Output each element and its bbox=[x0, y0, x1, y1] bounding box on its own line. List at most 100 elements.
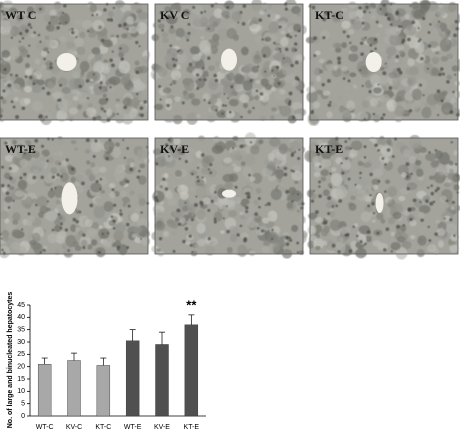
cell bbox=[449, 168, 454, 174]
cell bbox=[163, 115, 175, 123]
cell bbox=[395, 44, 405, 51]
cell bbox=[29, 239, 37, 246]
nucleus bbox=[135, 92, 139, 96]
cell bbox=[43, 212, 53, 220]
micrograph: KV C bbox=[150, 0, 307, 125]
nucleus bbox=[12, 199, 15, 202]
cell bbox=[77, 91, 89, 104]
nucleus bbox=[358, 6, 362, 10]
nucleus bbox=[101, 107, 104, 111]
cell bbox=[80, 239, 88, 248]
nucleus bbox=[346, 34, 350, 39]
nucleus bbox=[0, 233, 2, 236]
cell bbox=[258, 139, 264, 145]
nucleus bbox=[249, 141, 253, 144]
nucleus bbox=[0, 96, 4, 100]
central-vein bbox=[222, 189, 236, 198]
cell bbox=[421, 109, 429, 117]
cell bbox=[357, 160, 364, 166]
cell bbox=[130, 212, 140, 222]
nucleus bbox=[344, 233, 348, 237]
cell bbox=[335, 47, 342, 53]
nucleus bbox=[384, 163, 387, 166]
cell bbox=[129, 190, 135, 196]
nucleus bbox=[184, 226, 189, 231]
nucleus bbox=[271, 228, 274, 232]
cell bbox=[373, 184, 379, 191]
nucleus bbox=[186, 38, 190, 42]
cell bbox=[162, 231, 168, 237]
cell bbox=[342, 108, 352, 118]
cell bbox=[280, 37, 289, 47]
cell bbox=[131, 233, 137, 239]
nucleus bbox=[207, 208, 211, 212]
cell bbox=[288, 25, 295, 32]
cell bbox=[168, 27, 176, 35]
nucleus bbox=[325, 11, 330, 16]
cell bbox=[315, 89, 323, 95]
cell bbox=[330, 173, 343, 187]
nucleus bbox=[59, 226, 63, 230]
nucleus bbox=[35, 203, 38, 207]
cell bbox=[36, 196, 48, 208]
cell bbox=[439, 38, 452, 52]
nucleus bbox=[214, 78, 219, 83]
cell bbox=[313, 171, 321, 178]
nucleus bbox=[429, 201, 434, 206]
nucleus bbox=[111, 188, 115, 192]
nucleus bbox=[123, 156, 127, 160]
nucleus bbox=[191, 251, 194, 254]
nucleus bbox=[39, 251, 42, 254]
cell bbox=[75, 226, 80, 232]
nucleus bbox=[327, 196, 332, 201]
nucleus bbox=[213, 190, 217, 194]
x-tick-label: WT-C bbox=[36, 424, 54, 431]
cell bbox=[9, 185, 15, 191]
nucleus bbox=[377, 83, 380, 86]
nucleus bbox=[81, 181, 85, 186]
cell bbox=[450, 233, 458, 242]
nucleus bbox=[438, 72, 442, 77]
cell bbox=[259, 10, 265, 15]
y-tick-label: 40 bbox=[17, 314, 25, 321]
cell bbox=[254, 94, 260, 101]
nucleus bbox=[191, 172, 194, 176]
nucleus bbox=[441, 72, 445, 76]
nucleus bbox=[401, 41, 404, 44]
nucleus bbox=[51, 228, 55, 232]
cell bbox=[445, 223, 457, 235]
cell bbox=[192, 68, 203, 78]
nucleus bbox=[48, 21, 52, 25]
cell bbox=[61, 86, 71, 94]
nucleus bbox=[372, 212, 376, 215]
cell bbox=[356, 189, 368, 202]
cell bbox=[115, 142, 120, 148]
nucleus bbox=[365, 5, 369, 10]
cell bbox=[31, 83, 43, 93]
nucleus bbox=[380, 116, 384, 120]
nucleus bbox=[290, 169, 293, 172]
cell bbox=[91, 71, 101, 82]
nucleus bbox=[169, 44, 173, 48]
nucleus bbox=[402, 224, 406, 227]
nucleus bbox=[254, 212, 258, 216]
cell bbox=[344, 85, 351, 92]
cell bbox=[39, 205, 49, 214]
cell bbox=[54, 249, 60, 255]
cell bbox=[16, 245, 27, 256]
cell bbox=[253, 199, 259, 206]
cell bbox=[329, 102, 338, 109]
nucleus bbox=[15, 74, 19, 78]
cell bbox=[307, 240, 315, 249]
nucleus bbox=[138, 169, 141, 173]
cell bbox=[394, 105, 405, 117]
nucleus bbox=[379, 8, 382, 11]
cell bbox=[162, 87, 172, 94]
cell bbox=[57, 10, 65, 16]
cell bbox=[435, 219, 441, 224]
nucleus bbox=[189, 243, 193, 247]
cell bbox=[190, 250, 198, 257]
error-bar bbox=[129, 329, 136, 341]
cell bbox=[326, 200, 336, 209]
nucleus bbox=[271, 69, 274, 72]
